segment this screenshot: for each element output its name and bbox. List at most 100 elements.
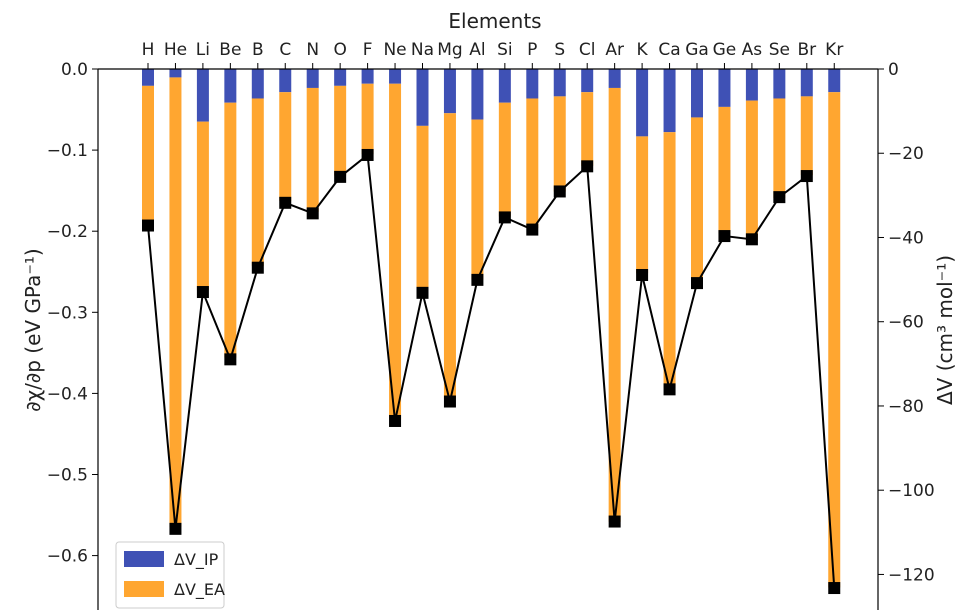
x-tick-label: Br bbox=[797, 40, 816, 60]
marker-N bbox=[306, 207, 319, 220]
marker-As bbox=[745, 233, 758, 246]
y-right-tick-label: −40 bbox=[888, 228, 924, 248]
bar-ea-C bbox=[279, 92, 292, 201]
y-right-tick-label: −80 bbox=[888, 397, 924, 417]
marker-P bbox=[526, 223, 539, 236]
x-tick-label: Li bbox=[196, 40, 210, 60]
legend-swatch-ea bbox=[124, 581, 164, 597]
marker-Ar bbox=[608, 515, 621, 528]
legend-label-ea: ΔV_EA bbox=[174, 580, 225, 600]
bar-ip-F bbox=[361, 69, 374, 84]
marker-Cl bbox=[581, 160, 594, 173]
y-left-tick-label: −0.6 bbox=[47, 547, 88, 567]
x-tick-label: F bbox=[363, 40, 373, 60]
bar-ea-He bbox=[169, 77, 182, 528]
bars bbox=[142, 69, 841, 588]
marker-He bbox=[169, 522, 182, 535]
bar-ea-S bbox=[553, 96, 566, 192]
x-tick-label: C bbox=[279, 40, 291, 60]
x-tick-label: N bbox=[306, 40, 319, 60]
y-right-tick-label: −20 bbox=[888, 144, 924, 164]
bar-ea-Na bbox=[416, 125, 429, 291]
x-tick-label: Si bbox=[497, 40, 513, 60]
bar-ea-P bbox=[526, 98, 539, 229]
bar-ea-Mg bbox=[443, 113, 456, 399]
x-tick-label: B bbox=[252, 40, 264, 60]
bar-ea-Si bbox=[498, 102, 511, 217]
marker-C bbox=[279, 196, 292, 209]
bar-ip-Mg bbox=[443, 69, 456, 114]
y-axis-left-title: ∂χ/∂p (eV GPa⁻¹) bbox=[21, 248, 45, 411]
x-axis-title: Elements bbox=[448, 9, 541, 33]
y-left-tick-label: −0.1 bbox=[47, 141, 88, 161]
bar-ip-N bbox=[306, 69, 319, 88]
y-left-tick-label: −0.2 bbox=[47, 222, 88, 242]
data-line bbox=[142, 148, 841, 595]
bar-ea-N bbox=[306, 87, 319, 212]
bar-ea-Be bbox=[224, 102, 237, 358]
y-right-tick-label: −60 bbox=[888, 313, 924, 333]
marker-B bbox=[251, 261, 264, 274]
x-tick-label: He bbox=[164, 40, 187, 60]
legend-label-ip: ΔV_IP bbox=[174, 550, 219, 570]
x-tick-label: Ne bbox=[383, 40, 406, 60]
x-tick-label: Ca bbox=[658, 40, 680, 60]
bar-ea-Li bbox=[196, 121, 209, 291]
marker-Se bbox=[773, 191, 786, 204]
axes: 0.0 −0.1 −0.2 −0.3 −0.4 −0.5 −0.6 0 −20 −40 −60 −80… bbox=[47, 40, 935, 610]
bar-ea-Ga bbox=[691, 117, 703, 282]
marker-Si bbox=[498, 211, 511, 224]
x-tick-label: Al bbox=[469, 40, 485, 60]
x-tick-label: Kr bbox=[825, 40, 843, 60]
marker-O bbox=[334, 170, 347, 183]
marker-Li bbox=[196, 286, 209, 299]
legend: ΔV_IP ΔV_EA bbox=[115, 541, 225, 609]
y-right-tick-label: −100 bbox=[888, 481, 935, 501]
bar-ip-Ga bbox=[691, 69, 703, 118]
x-tick-label: Cl bbox=[579, 40, 596, 60]
bar-ea-Al bbox=[471, 119, 484, 280]
bar-ea-Kr bbox=[828, 92, 841, 588]
series-line bbox=[147, 153, 836, 589]
bar-ip-Li bbox=[196, 69, 209, 122]
marker-Ne bbox=[389, 414, 402, 427]
marker-S bbox=[553, 185, 566, 198]
bar-ip-O bbox=[334, 69, 347, 86]
bar-ea-Cl bbox=[581, 92, 594, 166]
bar-ea-Ar bbox=[608, 87, 621, 522]
marker-Kr bbox=[828, 582, 841, 595]
x-tick-label: Se bbox=[769, 40, 790, 60]
bar-ip-He bbox=[169, 69, 182, 78]
y-left-tick-label: 0.0 bbox=[61, 60, 88, 80]
bar-ip-S bbox=[553, 69, 566, 97]
bar-ip-Br bbox=[800, 69, 813, 97]
bar-ea-Br bbox=[800, 96, 813, 176]
y-right-tick-label: 0 bbox=[888, 60, 899, 80]
marker-Ca bbox=[663, 383, 676, 396]
bar-ip-Be bbox=[224, 69, 237, 103]
x-tick-label: Ga bbox=[685, 40, 709, 60]
marker-K bbox=[636, 268, 649, 281]
bar-ea-As bbox=[745, 100, 758, 241]
bar-ip-Na bbox=[416, 69, 429, 126]
x-tick-label: As bbox=[742, 40, 763, 60]
x-tick-label: Ge bbox=[713, 40, 737, 60]
bar-ip-Kr bbox=[828, 69, 841, 93]
bar-ip-Ge bbox=[718, 69, 731, 107]
marker-Na bbox=[416, 286, 429, 299]
bar-ip-Al bbox=[471, 69, 484, 120]
bar-ip-Cl bbox=[581, 69, 594, 93]
x-tick-label: Mg bbox=[437, 40, 462, 60]
y-left-tick-label: −0.3 bbox=[47, 303, 88, 323]
bar-ip-P bbox=[526, 69, 539, 99]
bar-ip-Ne bbox=[389, 69, 402, 84]
y-left-tick-label: −0.4 bbox=[47, 384, 88, 404]
marker-H bbox=[142, 219, 154, 232]
bar-ip-Ar bbox=[608, 69, 621, 88]
x-tick-label: H bbox=[142, 40, 155, 60]
legend-swatch-ip bbox=[124, 551, 164, 567]
y-right-tick-label: −120 bbox=[888, 565, 935, 585]
bar-ip-Se bbox=[773, 69, 786, 99]
bar-ip-As bbox=[745, 69, 758, 101]
bar-ip-H bbox=[142, 69, 154, 86]
